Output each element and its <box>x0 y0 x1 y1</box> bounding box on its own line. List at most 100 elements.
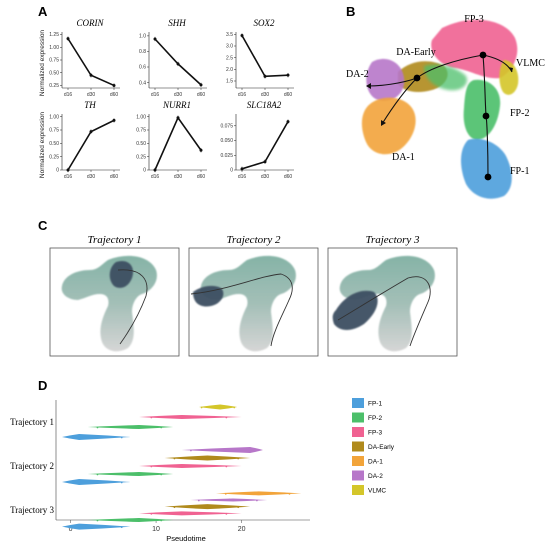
x-tick-label: 10 <box>152 526 160 533</box>
y-tick-label: Trajectory 1 <box>10 417 54 427</box>
x-tick-label: d30 <box>261 92 270 98</box>
trajectory-title: Trajectory 2 <box>226 234 281 246</box>
umap-cluster-vlmc <box>499 60 519 95</box>
y-tick-label: 0.25 <box>136 154 146 160</box>
ridge-outlier-point <box>120 436 123 439</box>
ridge-outlier-point <box>237 457 240 460</box>
trajectory-title: Trajectory 3 <box>365 234 420 246</box>
ridge-outlier-point <box>120 481 123 484</box>
x-tick-label: d16 <box>151 92 160 98</box>
y-tick-label: 0.8 <box>139 49 146 55</box>
x-tick-label: d60 <box>197 174 206 180</box>
y-tick-label: 2.0 <box>226 67 233 73</box>
y-tick-label: 1.00 <box>49 45 59 51</box>
trajectory-curve <box>190 273 293 347</box>
cell-cloud <box>339 255 435 352</box>
line-subplot-sox2: SOX2 1.5 2.0 2.5 3.0 3.5 d16 d30 d60 <box>226 18 294 98</box>
umap-cluster-da2 <box>366 58 405 101</box>
x-axis-label: Pseudotime <box>166 534 206 543</box>
umap-nodes <box>413 51 492 181</box>
legend-label: FP-2 <box>368 415 382 422</box>
ridge-outlier-point <box>250 449 253 452</box>
ridge-outlier-point <box>224 492 227 495</box>
ridge-outlier-point <box>160 519 163 522</box>
umap-cluster-fp3 <box>431 19 518 79</box>
ridge-outlier-point <box>189 464 192 467</box>
y-tick-label: 0.25 <box>49 83 59 89</box>
panel-letter-d: D <box>38 378 47 393</box>
umap-cluster-fp2 <box>463 79 501 140</box>
ridge-outlier-point <box>206 456 209 459</box>
ridge-outlier-point <box>150 465 153 468</box>
umap-label-vlmc: VLMC <box>516 58 545 69</box>
line-subplot-th: TH 0 0.25 0.50 0.75 1.00 d16 d30 d60 <box>49 100 120 180</box>
legend-label: DA-Early <box>368 444 395 451</box>
x-tick-label: d16 <box>238 92 247 98</box>
umap-node-da-early <box>413 74 421 82</box>
legend-label: VLMC <box>368 488 386 495</box>
ridge-fp-1-traj3 <box>62 523 131 530</box>
ridge-outlier-point <box>96 473 99 476</box>
x-tick-label: d30 <box>261 174 270 180</box>
ridge-outlier-point <box>221 448 224 451</box>
ridge-outlier-point <box>96 519 99 522</box>
subplot-title: CORIN <box>77 18 105 28</box>
ridge-outlier-point <box>96 525 98 528</box>
ridge-outlier-point <box>120 526 123 529</box>
legend-swatch-fp-3 <box>352 427 364 437</box>
expression-line <box>67 119 115 171</box>
ridge-outlier-point <box>160 426 163 429</box>
x-tick-label: d30 <box>174 92 183 98</box>
trajectory-curve <box>337 276 431 347</box>
ridge-outlier-point <box>160 473 163 476</box>
highlighted-branch <box>193 285 224 307</box>
panel-d-pseudotime-ridges: 0 10 20 Pseudotime Trajectory 1 Trajectory 2 T… <box>10 398 395 543</box>
y-tick-label: 0.50 <box>49 70 59 76</box>
umap-node-fp2 <box>482 112 490 120</box>
ridge-outlier-point <box>233 406 236 409</box>
line-subplot-slc18a2: SLC18A2 0 0.025 0.050 0.075 d16 d30 d60 <box>220 100 294 180</box>
y-tick-label: 0.050 <box>220 138 233 144</box>
line-subplot-nurr1: NURR1 0 0.25 0.50 0.75 1.00 d16 d30 d60 <box>136 100 207 180</box>
subplot-title: SHH <box>168 18 186 28</box>
x-tick-label: d16 <box>64 92 73 98</box>
highlighted-branch <box>109 260 134 288</box>
ridge-outlier-point <box>189 415 192 418</box>
y-tick-label: 0 <box>230 168 233 174</box>
trajectory-cells <box>61 255 157 352</box>
umap-label-da-early: DA-Early <box>396 47 435 58</box>
trajectory-title: Trajectory 1 <box>87 234 141 246</box>
ridge-outlier-point <box>129 425 132 428</box>
ridge-outlier-point <box>225 512 228 515</box>
x-tick-label: d60 <box>284 92 293 98</box>
trajectory-curve <box>117 269 148 345</box>
y-tick-label: 0 <box>143 168 146 174</box>
legend-swatch-da-2 <box>352 470 364 481</box>
trajectory-panel-3: Trajectory 3 <box>327 234 458 357</box>
y-tick-label: 3.5 <box>226 32 233 38</box>
ridge-outlier-point <box>173 506 176 509</box>
expression-line <box>154 116 202 171</box>
ridge-outlier-point <box>96 480 98 483</box>
y-tick-label: 0.75 <box>49 128 59 134</box>
ridge-fp-1-traj1 <box>62 434 131 440</box>
umap-label-da-1: DA-1 <box>392 152 415 163</box>
y-tick-label: 1.00 <box>136 114 146 120</box>
ridge-outlier-point <box>288 492 291 495</box>
y-tick-label: 0.4 <box>139 80 146 86</box>
trajectory-panel-1: Trajectory 1 <box>49 234 180 357</box>
subplot-title: TH <box>84 100 96 110</box>
umap-label-fp-3: FP-3 <box>464 14 483 25</box>
line-subplot-shh: SHH 0.4 0.6 0.8 1.0 d16 d30 d60 <box>139 18 207 98</box>
legend-label: FP-3 <box>368 430 382 437</box>
ridge-outlier-point <box>218 405 221 408</box>
ridge-outlier-point <box>96 426 99 429</box>
subplot-title: NURR1 <box>162 100 191 110</box>
y-tick-label: 1.25 <box>49 32 59 38</box>
umap-cluster-da1 <box>361 97 416 155</box>
y-tick-label: Trajectory 3 <box>10 505 54 515</box>
ridge-outlier-point <box>173 457 176 460</box>
x-tick-label: d60 <box>110 174 119 180</box>
ridge-outlier-point <box>68 526 71 529</box>
y-tick-label: 0.075 <box>220 123 233 129</box>
